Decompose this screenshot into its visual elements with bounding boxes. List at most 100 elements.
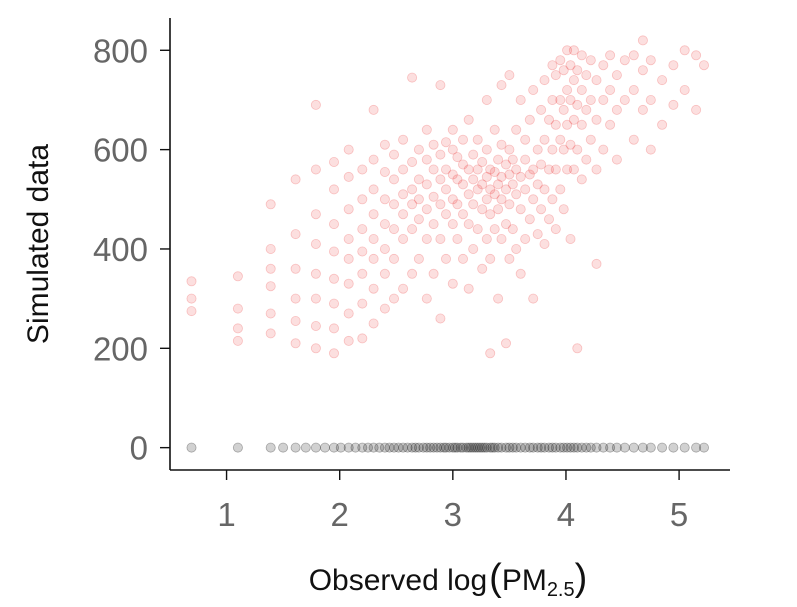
y-tick-label: 400 <box>93 231 148 268</box>
simulated-point <box>421 233 432 244</box>
zero-point <box>232 442 243 453</box>
simulated-point <box>398 164 409 175</box>
zero-point <box>435 442 446 453</box>
zero-point <box>402 442 413 453</box>
simulated-point <box>493 179 504 190</box>
simulated-point <box>611 154 622 165</box>
simulated-point <box>598 95 609 106</box>
simulated-point <box>668 60 679 71</box>
zero-point <box>598 442 609 453</box>
simulated-point <box>452 199 463 210</box>
simulated-point <box>310 320 321 331</box>
simulated-point <box>485 348 496 359</box>
simulated-point <box>343 308 354 319</box>
zero-point <box>539 442 550 453</box>
simulated-point <box>357 224 368 235</box>
simulated-point <box>421 179 432 190</box>
zero-point <box>300 442 311 453</box>
simulated-point <box>265 263 276 274</box>
simulated-point <box>691 50 702 61</box>
simulated-point <box>407 156 418 167</box>
simulated-point <box>496 233 507 244</box>
zero-point <box>379 442 390 453</box>
zero-point <box>452 442 463 453</box>
simulated-point <box>472 134 483 145</box>
simulated-point <box>421 293 432 304</box>
zero-point <box>611 442 622 453</box>
simulated-point <box>591 258 602 269</box>
simulated-point <box>520 134 531 145</box>
simulated-point <box>407 184 418 195</box>
simulated-point <box>504 169 515 180</box>
simulated-point <box>558 104 569 115</box>
zero-point <box>438 442 449 453</box>
simulated-point <box>357 268 368 279</box>
simulated-point <box>544 214 555 225</box>
simulated-point <box>435 233 446 244</box>
simulated-point <box>290 293 301 304</box>
zero-point <box>489 442 500 453</box>
zero-point <box>528 442 539 453</box>
simulated-point <box>555 95 566 106</box>
simulated-point <box>413 214 424 225</box>
simulated-point <box>398 233 409 244</box>
zero-point <box>576 442 587 453</box>
simulated-point <box>379 243 390 254</box>
simulated-point <box>328 219 339 230</box>
simulated-point <box>536 204 547 215</box>
simulated-point <box>398 134 409 145</box>
simulated-point <box>447 169 458 180</box>
zero-point <box>398 442 409 453</box>
simulated-point <box>481 144 492 155</box>
zero-point <box>637 442 648 453</box>
simulated-point <box>568 164 579 175</box>
simulated-point <box>477 179 488 190</box>
simulated-point <box>699 60 710 71</box>
simulated-point <box>379 194 390 205</box>
simulated-point <box>619 55 630 66</box>
simulated-point <box>489 124 500 135</box>
simulated-point <box>581 70 592 81</box>
zero-point <box>350 442 361 453</box>
simulated-point <box>447 194 458 205</box>
simulated-point <box>515 204 526 215</box>
simulated-point <box>568 114 579 125</box>
zero-point <box>585 442 596 453</box>
zero-point <box>465 442 476 453</box>
simulated-point <box>524 169 535 180</box>
simulated-point <box>413 194 424 205</box>
simulated-point <box>457 253 468 264</box>
zero-point <box>186 442 197 453</box>
simulated-point <box>357 333 368 344</box>
simulated-point <box>550 70 561 81</box>
simulated-point <box>500 338 511 349</box>
zero-point <box>450 442 461 453</box>
simulated-point <box>576 119 587 130</box>
simulated-point <box>611 70 622 81</box>
simulated-point <box>645 144 656 155</box>
zero-point <box>343 442 354 453</box>
simulated-point <box>507 179 518 190</box>
simulated-point <box>463 283 474 294</box>
simulated-point <box>477 204 488 215</box>
simulated-point <box>477 263 488 274</box>
simulated-point <box>679 85 690 96</box>
simulated-point <box>539 134 550 145</box>
zero-point <box>461 442 472 453</box>
simulated-point <box>357 164 368 175</box>
simulated-point <box>421 204 432 215</box>
zero-point <box>431 442 442 453</box>
simulated-point <box>290 229 301 240</box>
simulated-point <box>511 164 522 175</box>
zero-point <box>532 442 543 453</box>
simulated-point <box>572 343 583 354</box>
simulated-point <box>598 60 609 71</box>
zero-point <box>362 442 373 453</box>
simulated-point <box>485 209 496 220</box>
simulated-point <box>572 144 583 155</box>
zero-point <box>335 442 346 453</box>
simulated-point <box>550 224 561 235</box>
zero-point <box>425 442 436 453</box>
zero-point <box>440 442 451 453</box>
zero-point <box>645 442 656 453</box>
